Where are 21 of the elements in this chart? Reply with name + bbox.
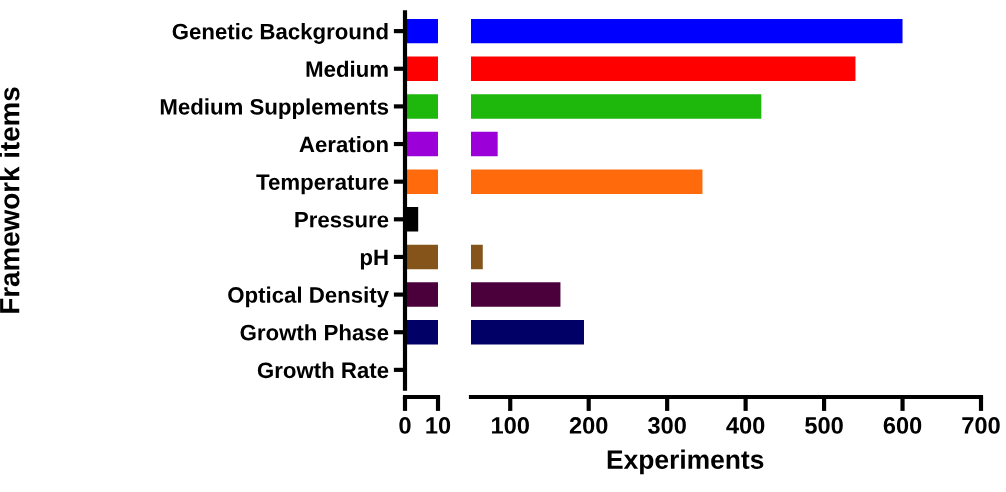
- y-tick-label: Medium Supplements: [160, 98, 389, 120]
- y-tick-label: Genetic Background: [172, 23, 388, 44]
- y-tick-label: Pressure: [295, 212, 389, 228]
- x-tick-label: 0: [399, 417, 411, 434]
- x-tick-label: 700: [962, 417, 1000, 434]
- x-axis-title: Experiments: [607, 449, 764, 475]
- y-tick-label: pH: [360, 249, 388, 270]
- y-tick-label: Growth Rate: [257, 361, 389, 379]
- x-tick-label: 400: [726, 417, 765, 434]
- x-tick-label: 600: [883, 417, 922, 434]
- x-tick-label: 300: [648, 417, 686, 434]
- x-tick-label: 200: [569, 417, 608, 434]
- y-tick-label: Aeration: [299, 135, 388, 153]
- y-tick-label: Medium: [306, 60, 388, 78]
- y-tick-label: Optical Density: [228, 286, 389, 308]
- x-tick-label: 100: [492, 417, 529, 434]
- y-tick-label: Growth Phase: [240, 324, 389, 341]
- y-tick-label: Temperature: [256, 174, 389, 195]
- x-tick-label: 500: [805, 417, 843, 434]
- x-tick-label: 10: [426, 417, 451, 434]
- y-axis-title: Framework items: [0, 87, 20, 313]
